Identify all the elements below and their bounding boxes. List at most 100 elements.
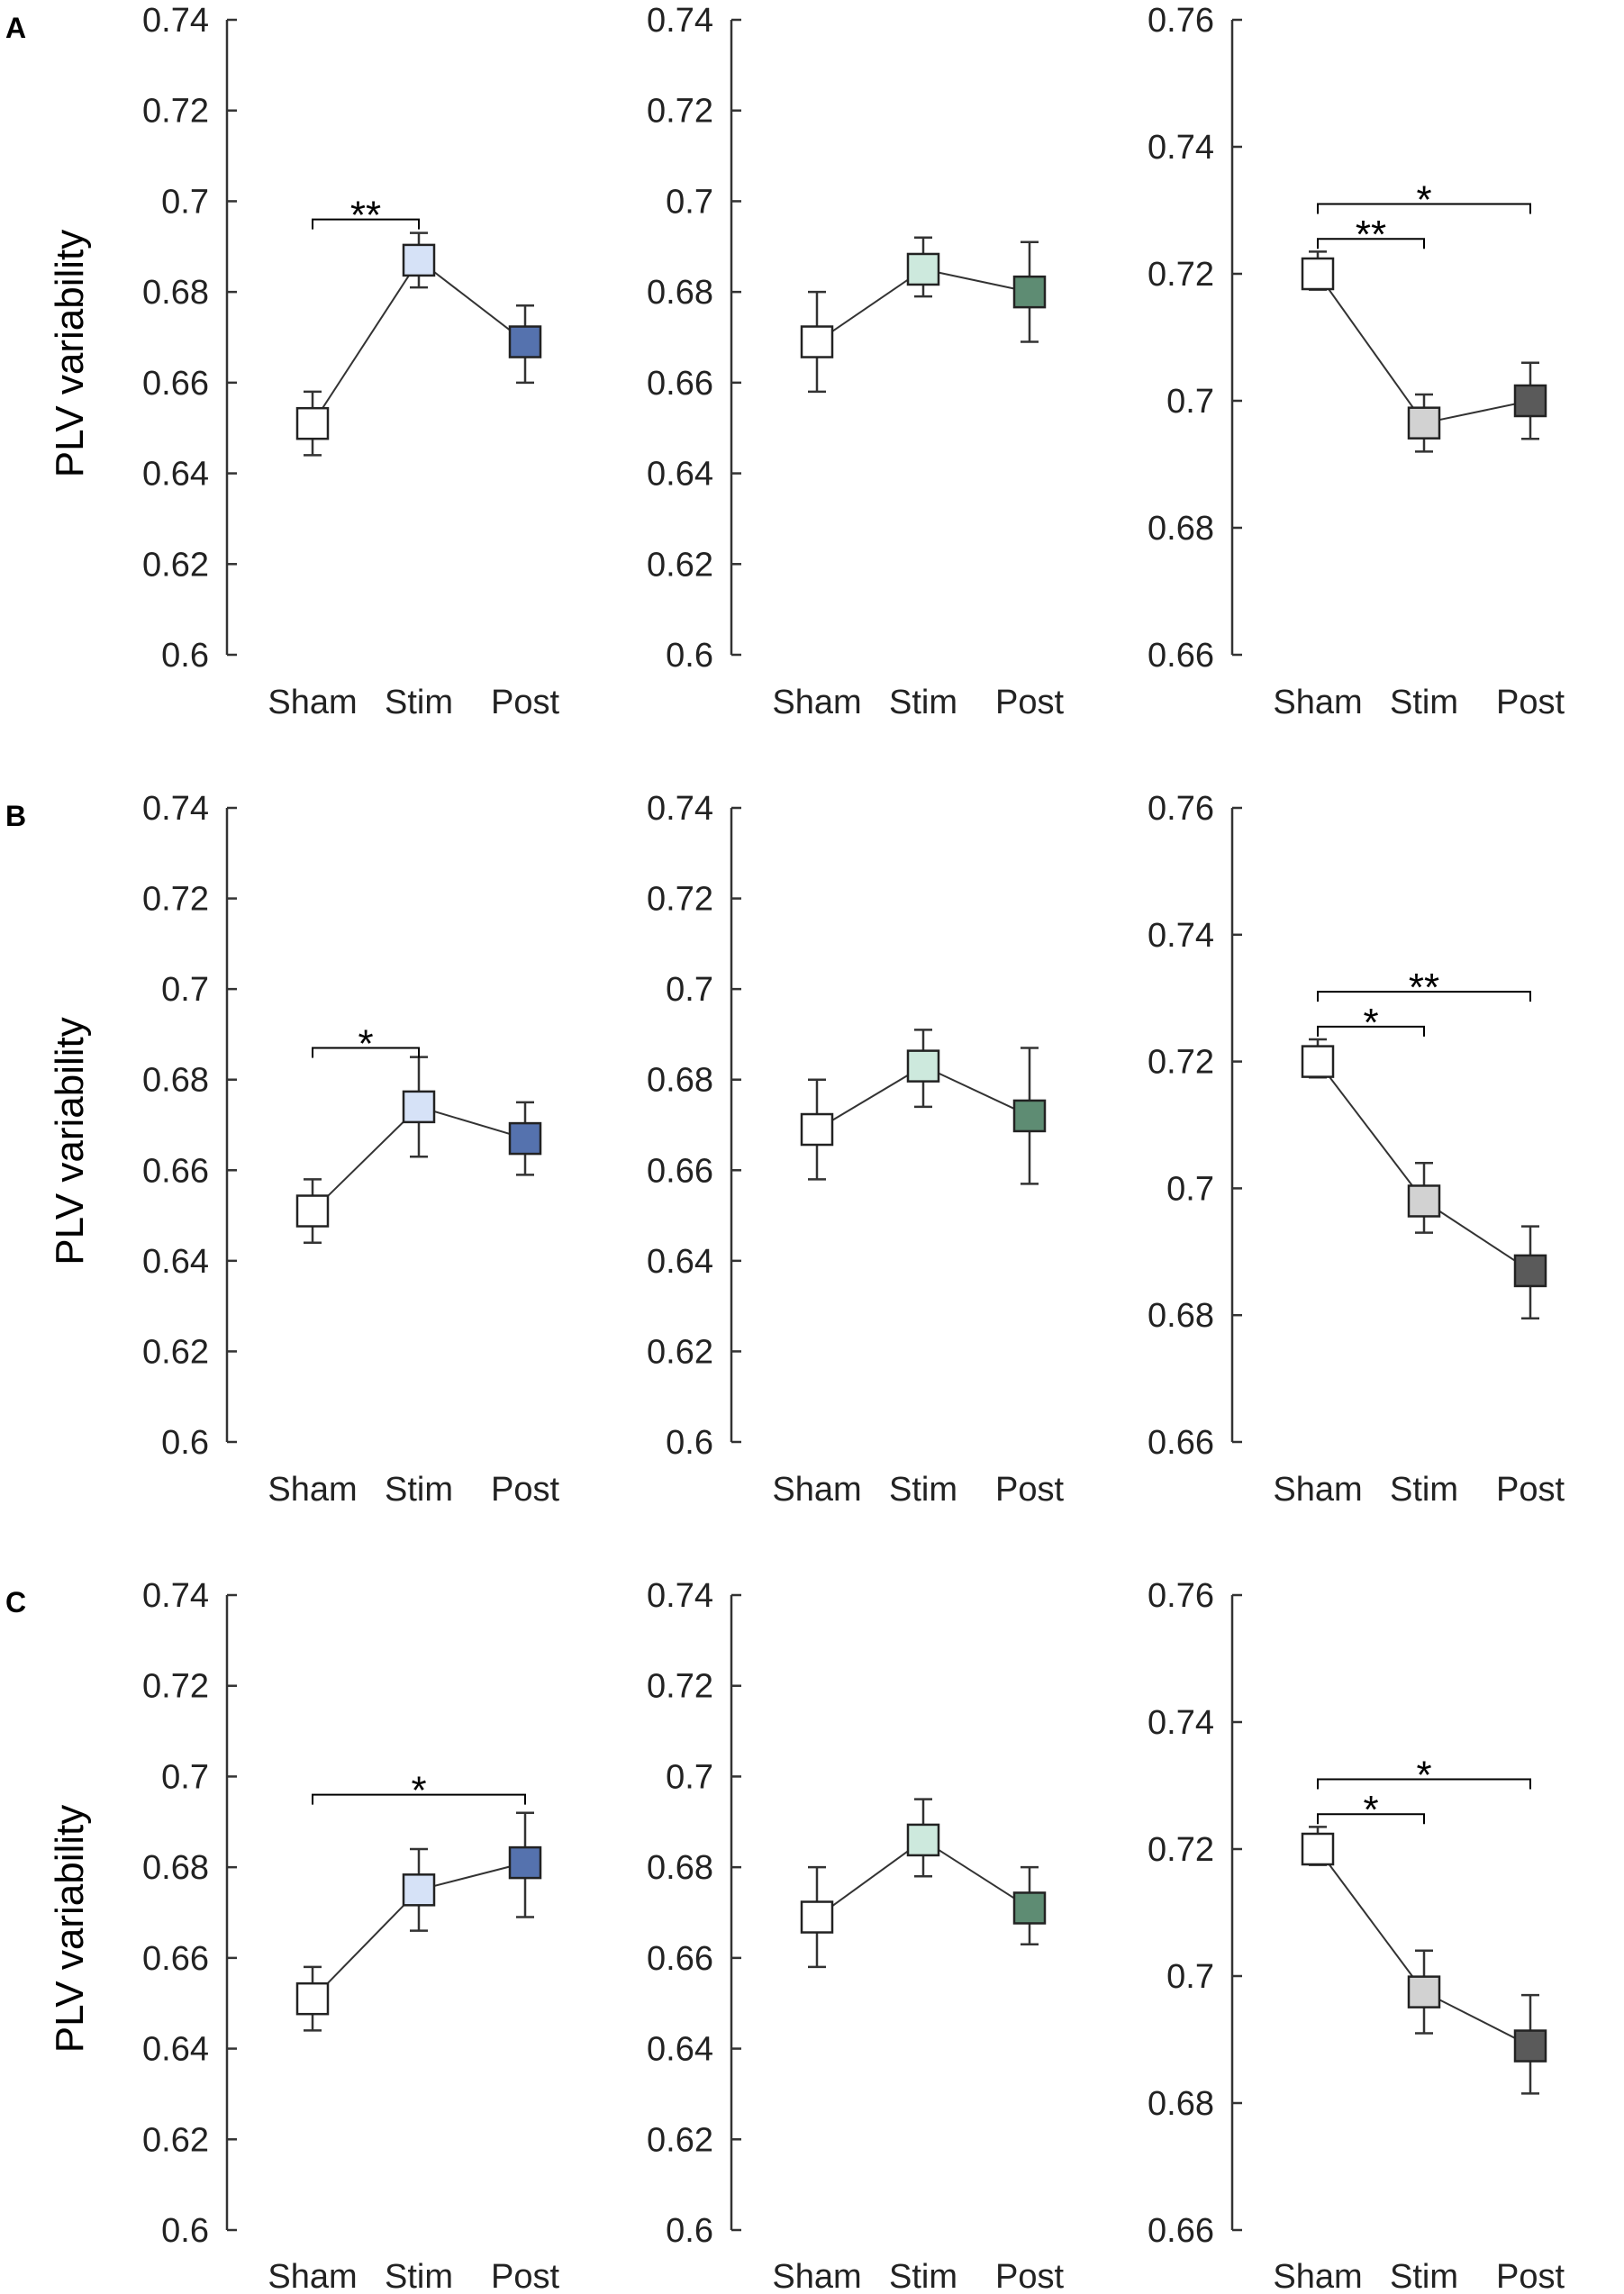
y-tick-label: 0.6 — [161, 2212, 209, 2250]
x-category-label-post: Post — [491, 684, 559, 721]
y-tick-label: 0.66 — [647, 1152, 713, 1190]
data-point-sham — [800, 1900, 834, 1934]
y-tick-label: 0.74 — [142, 2, 209, 40]
panel-A-1: 0.6 0.62 0.64 0.66 0.68 0.7 0.72 0.74 Sham Stim Po… — [142, 2, 559, 721]
significance-bracket — [312, 218, 420, 230]
row-label: A — [5, 12, 26, 44]
data-point-sham — [295, 1194, 330, 1228]
connector-line — [1317, 273, 1425, 424]
significance-label: * — [358, 1022, 373, 1066]
connector-line — [418, 259, 526, 343]
x-category-label-post: Post — [491, 1471, 559, 1509]
x-category-label-post: Post — [995, 1471, 1064, 1509]
y-tick-label: 0.64 — [142, 1243, 209, 1281]
y-tick-label: 0.74 — [647, 1577, 713, 1615]
y-tick-label: 0.72 — [1148, 1044, 1214, 1082]
significance-label: ** — [350, 194, 381, 238]
connector-line — [312, 1106, 420, 1212]
data-point-post — [508, 1121, 542, 1156]
row-label: C — [5, 1586, 26, 1618]
significance-label: * — [411, 1769, 426, 1813]
connector-line — [418, 1862, 526, 1891]
y-tick-label: 0.74 — [647, 790, 713, 828]
y-tick-label: 0.62 — [142, 2121, 209, 2159]
y-tick-label: 0.66 — [647, 1940, 713, 1978]
data-point-sham — [800, 1112, 834, 1147]
data-point-sham — [1301, 1832, 1335, 1866]
y-tick-label: 0.68 — [647, 1849, 713, 1887]
data-point-sham — [1301, 257, 1335, 291]
x-category-label-stim: Stim — [385, 2258, 453, 2294]
significance-label: * — [1363, 1001, 1378, 1045]
y-axis-title: PLV variability — [48, 1017, 92, 1265]
row-label: B — [5, 800, 26, 832]
connector-line — [418, 1105, 526, 1140]
x-category-label-post: Post — [995, 2258, 1064, 2294]
significance-bracket — [1317, 1813, 1425, 1825]
y-tick-label: 0.66 — [1148, 1424, 1214, 1462]
y-tick-label: 0.68 — [647, 1062, 713, 1100]
y-tick-label: 0.66 — [142, 1940, 209, 1978]
data-point-stim — [906, 1823, 940, 1857]
y-tick-label: 0.7 — [161, 183, 209, 221]
y-tick-label: 0.72 — [647, 93, 713, 131]
connector-line — [922, 267, 1030, 294]
y-tick-label: 0.72 — [142, 1668, 209, 1706]
y-tick-label: 0.74 — [1148, 1704, 1214, 1742]
x-category-label-stim: Stim — [1390, 684, 1458, 721]
connector-line — [1317, 1060, 1425, 1202]
x-category-label-sham: Sham — [772, 1471, 861, 1509]
connector-line — [1423, 1200, 1531, 1272]
y-tick-label: 0.64 — [647, 1243, 713, 1281]
y-tick-label: 0.7 — [666, 183, 713, 221]
connector-line — [922, 1839, 1030, 1909]
x-category-label-stim: Stim — [1390, 1471, 1458, 1509]
y-tick-label: 0.68 — [1148, 510, 1214, 548]
y-axis-title: PLV variability — [48, 1805, 92, 2054]
panel-C-1: 0.6 0.62 0.64 0.66 0.68 0.7 0.72 0.74 Sham Stim Po… — [142, 1577, 559, 2294]
y-tick-label: 0.66 — [647, 365, 713, 403]
y-tick-label: 0.62 — [142, 546, 209, 584]
x-category-label-post: Post — [995, 684, 1064, 721]
significance-bracket — [312, 1793, 526, 1805]
y-axis-title: PLV variability — [48, 230, 92, 478]
connector-line — [312, 1889, 420, 1999]
data-point-stim — [402, 1873, 436, 1907]
significance-bracket — [312, 1047, 420, 1058]
y-tick-label: 0.68 — [142, 1849, 209, 1887]
y-tick-label: 0.6 — [666, 2212, 713, 2250]
data-point-stim — [1407, 1975, 1441, 2008]
y-tick-label: 0.6 — [161, 1424, 209, 1462]
y-tick-label: 0.62 — [647, 546, 713, 584]
data-point-post — [1012, 1099, 1047, 1133]
connector-line — [816, 1065, 924, 1130]
y-tick-label: 0.68 — [647, 274, 713, 312]
significance-label: ** — [1356, 213, 1386, 257]
data-point-sham — [800, 325, 834, 358]
x-category-label-stim: Stim — [385, 1471, 453, 1509]
data-point-stim — [402, 243, 436, 277]
x-category-label-stim: Stim — [889, 2258, 957, 2294]
y-tick-label: 0.68 — [1148, 1297, 1214, 1335]
significance-label: * — [1416, 177, 1431, 222]
connector-line — [1423, 400, 1531, 424]
significance-bracket — [1317, 1025, 1425, 1037]
y-tick-label: 0.7 — [161, 971, 209, 1009]
y-tick-label: 0.6 — [666, 637, 713, 675]
y-tick-label: 0.76 — [1148, 2, 1214, 40]
connector-line — [312, 259, 420, 424]
y-tick-label: 0.76 — [1148, 790, 1214, 828]
x-category-label-post: Post — [1496, 684, 1565, 721]
data-point-stim — [906, 252, 940, 286]
panel-A-2: 0.6 0.62 0.64 0.66 0.68 0.7 0.72 0.74 Sham Stim Po… — [647, 2, 1064, 721]
data-point-sham — [1301, 1045, 1335, 1078]
y-tick-label: 0.68 — [142, 1062, 209, 1100]
significance-label: * — [1416, 1753, 1431, 1797]
y-tick-label: 0.7 — [1166, 383, 1214, 421]
x-category-label-post: Post — [491, 2258, 559, 2294]
significance-bracket — [1317, 991, 1531, 1002]
y-tick-label: 0.74 — [1148, 129, 1214, 167]
y-tick-label: 0.72 — [647, 881, 713, 919]
